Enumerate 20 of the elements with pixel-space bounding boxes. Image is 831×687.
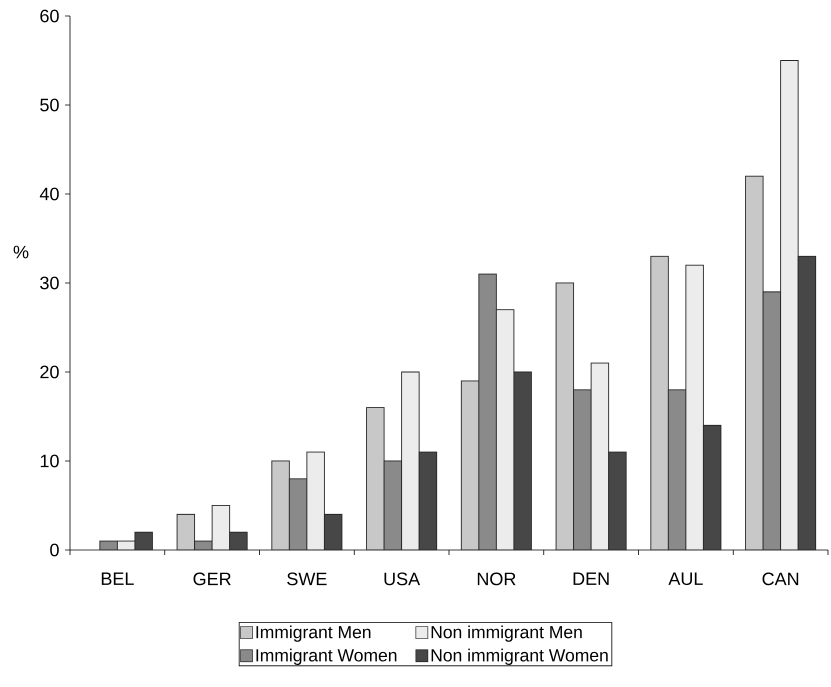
legend-label: Immigrant Men xyxy=(256,625,370,642)
x-tick-label: USA xyxy=(384,572,420,586)
y-tick-label: 40 xyxy=(40,188,59,200)
x-tick-label: SWE xyxy=(287,572,327,586)
y-axis-title: % xyxy=(14,246,28,258)
x-tick-label: NOR xyxy=(478,572,516,586)
y-tick-label: 20 xyxy=(40,366,59,378)
y-tick-label: 50 xyxy=(40,98,59,112)
y-tick-label: 0 xyxy=(50,544,59,556)
x-tick-label: BEL xyxy=(102,572,134,585)
legend-label: Non immigrant Men xyxy=(432,625,582,642)
legend-label: Immigrant Women xyxy=(256,648,396,665)
y-tick-label: 60 xyxy=(40,10,59,22)
y-tick-label: 30 xyxy=(40,276,59,290)
x-tick-label: CAN xyxy=(762,572,798,586)
x-tick-label: DEN xyxy=(574,572,609,585)
y-tick-label: 10 xyxy=(40,454,59,468)
x-tick-label: GER xyxy=(194,572,231,586)
x-tick-label: AUL xyxy=(668,572,703,586)
legend-label: Non immigrant Women xyxy=(432,648,608,665)
